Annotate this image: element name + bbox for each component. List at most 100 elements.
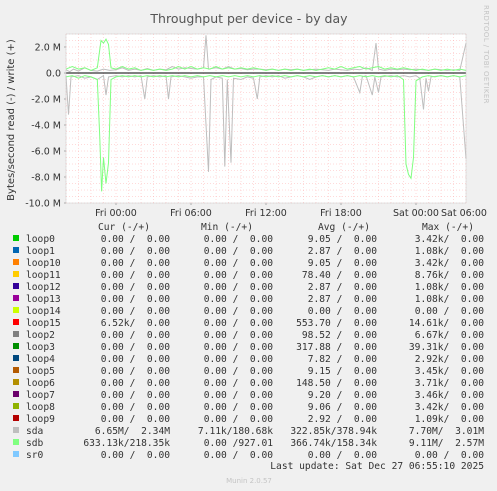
- legend-cur: 0.00 / 0.00: [101, 402, 171, 413]
- legend-max: 1.08k/ 0.00: [415, 282, 485, 293]
- header-avg: Avg (-/+): [318, 222, 370, 233]
- header-min: Min (-/+): [201, 222, 253, 233]
- legend-swatch: [13, 259, 19, 265]
- legend-max: 3.71k/ 0.00: [415, 378, 485, 389]
- x-tick-label: Fri 18:00: [320, 208, 362, 219]
- y-tick-label: -8.0 M: [31, 173, 61, 184]
- series-layer: [65, 35, 467, 192]
- legend-cur: 0.00 / 0.00: [101, 306, 171, 317]
- legend-min: 0.00 / 0.00: [204, 246, 274, 257]
- legend-avg: 2.92 / 0.00: [308, 414, 378, 425]
- series-sdb-read: [65, 75, 467, 192]
- legend-swatch: [13, 283, 19, 289]
- legend-cur: 0.00 / 0.00: [101, 414, 171, 425]
- legend-min: 0.00 / 0.00: [204, 390, 274, 401]
- y-tick-label: -2.0 M: [31, 95, 61, 106]
- legend-cur: 0.00 / 0.00: [101, 366, 171, 377]
- legend-swatch: [13, 247, 19, 253]
- legend-min: 0.00 / 0.00: [204, 366, 274, 377]
- legend-avg: 2.87 / 0.00: [308, 246, 378, 257]
- legend-max: 3.42k/ 0.00: [415, 234, 485, 245]
- legend-cur: 0.00 / 0.00: [101, 270, 171, 281]
- legend-swatch: [13, 331, 19, 337]
- legend-max: 1.09k/ 0.00: [415, 414, 485, 425]
- legend-max: 9.11M/ 2.57M: [409, 438, 484, 449]
- legend-cur: 0.00 / 0.00: [101, 234, 171, 245]
- legend-name: loop0: [26, 234, 55, 245]
- legend-swatch: [13, 367, 19, 373]
- legend-max: 8.76k/ 0.00: [415, 270, 485, 281]
- footer-version: Munin 2.0.57: [226, 477, 272, 485]
- legend-min: 0.00 / 0.00: [204, 270, 274, 281]
- chart-title: Throughput per device - by day: [149, 11, 348, 26]
- legend-name: loop13: [26, 294, 61, 305]
- legend-cur: 0.00 / 0.00: [101, 450, 171, 461]
- legend-cur: 6.52k/ 0.00: [101, 318, 171, 329]
- legend-avg: 317.88 / 0.00: [296, 342, 377, 353]
- legend-cur: 0.00 / 0.00: [101, 258, 171, 269]
- legend-max: 0.00 / 0.00: [415, 306, 485, 317]
- legend-min: 0.00 / 0.00: [204, 450, 274, 461]
- legend-swatch: [13, 355, 19, 361]
- legend-cur: 0.00 / 0.00: [101, 354, 171, 365]
- legend-swatch: [13, 271, 19, 277]
- series-sdb-write: [65, 38, 467, 71]
- legend-name: loop3: [26, 342, 55, 353]
- legend-max: 3.42k/ 0.00: [415, 402, 485, 413]
- header-cur: Cur (-/+): [98, 222, 150, 233]
- last-update: Last update: Sat Dec 27 06:55:10 2025: [270, 461, 484, 472]
- legend-cur: 0.00 / 0.00: [101, 294, 171, 305]
- y-tick-label: -6.0 M: [31, 147, 61, 158]
- legend-avg: 9.06 / 0.00: [308, 402, 378, 413]
- legend-swatch: [13, 391, 19, 397]
- legend-min: 0.00 / 0.00: [204, 330, 274, 341]
- legend-avg: 322.85k/378.94k: [290, 426, 377, 437]
- legend-max: 14.61k/ 0.00: [409, 318, 484, 329]
- legend-min: 0.00 / 0.00: [204, 258, 274, 269]
- legend-avg: 9.15 / 0.00: [308, 366, 378, 377]
- legend-avg: 9.20 / 0.00: [308, 390, 378, 401]
- legend-name: sdb: [26, 438, 44, 449]
- legend-min: 0.00 / 0.00: [204, 402, 274, 413]
- y-tick-label: 0.0: [46, 69, 61, 80]
- legend-swatch: [13, 319, 19, 325]
- legend-cur: 0.00 / 0.00: [101, 342, 171, 353]
- legend-cur: 0.00 / 0.00: [101, 390, 171, 401]
- legend-max: 1.08k/ 0.00: [415, 246, 485, 257]
- legend-name: loop5: [26, 366, 55, 377]
- legend-name: loop6: [26, 378, 55, 389]
- legend-name: loop1: [26, 246, 55, 257]
- x-tick-label: Fri 06:00: [170, 208, 212, 219]
- legend-min: 7.11k/180.68k: [198, 426, 273, 437]
- legend-name: loop14: [26, 306, 61, 317]
- legend-name: loop8: [26, 402, 55, 413]
- legend-swatch: [13, 427, 19, 433]
- header-max: Max (-/+): [422, 222, 474, 233]
- legend-name: sda: [26, 426, 43, 437]
- legend-avg: 553.70 / 0.00: [296, 318, 377, 329]
- legend-max: 2.92k/ 0.00: [415, 354, 485, 365]
- legend-avg: 2.87 / 0.00: [308, 294, 378, 305]
- legend-avg: 98.52 / 0.00: [302, 330, 377, 341]
- grid: [65, 33, 467, 204]
- legend-min: 0.00 /927.01: [204, 438, 274, 449]
- legend-cur: 633.13k/218.35k: [83, 438, 170, 449]
- x-tick-label: Sat 06:00: [441, 208, 487, 219]
- legend-avg: 9.05 / 0.00: [308, 258, 378, 269]
- legend-min: 0.00 / 0.00: [204, 282, 274, 293]
- legend-max: 1.08k/ 0.00: [415, 294, 485, 305]
- y-ticks: 2.0 M 0.0 -2.0 M -4.0 M -6.0 M -8.0 M -10.0 M: [25, 43, 66, 210]
- x-ticks: Fri 00:00 Fri 06:00 Fri 12:00 Fri 18:00 Sat …: [95, 203, 487, 219]
- legend-max: 3.45k/ 0.00: [415, 366, 485, 377]
- legend-swatch: [13, 307, 19, 313]
- legend-min: 0.00 / 0.00: [204, 294, 274, 305]
- legend-avg: 0.00 / 0.00: [308, 450, 378, 461]
- x-tick-label: Sat 00:00: [393, 208, 439, 219]
- legend-name: loop15: [26, 318, 61, 329]
- legend-max: 6.67k/ 0.00: [415, 330, 485, 341]
- plot-frame: [65, 33, 467, 204]
- legend-min: 0.00 / 0.00: [204, 234, 274, 245]
- legend-avg: 2.87 / 0.00: [308, 282, 378, 293]
- x-tick-label: Fri 00:00: [95, 208, 137, 219]
